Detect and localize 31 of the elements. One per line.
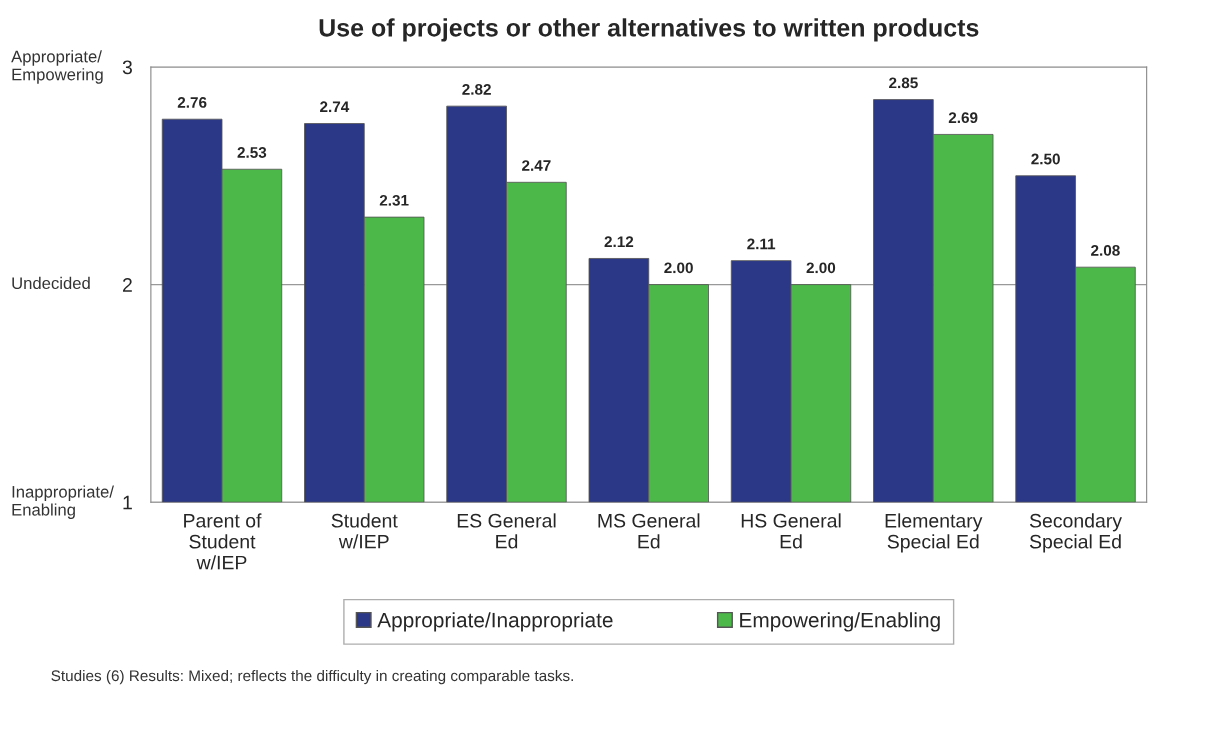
text: Undecided: [12, 276, 90, 290]
data-label: 2.00: [806, 262, 836, 274]
data-label: 2.12: [604, 236, 634, 247]
x-tick-label: MS General Ed: [598, 513, 700, 549]
data-label: 2.69: [948, 112, 978, 124]
text: Inappropriate/ Enabling: [12, 485, 114, 519]
chart-title: Use of projects or other alternatives to written products: [319, 18, 979, 42]
x-tick-label: Student w/IEP: [331, 513, 398, 549]
data-label: 2.08: [1091, 245, 1120, 256]
data-label: 2.76: [177, 97, 207, 108]
legend-label: Appropriate/Inappropriate: [377, 612, 613, 632]
x-tick-label: Elementary Special Ed: [885, 513, 983, 553]
data-label: 2.50: [1031, 153, 1060, 165]
x-tick-label: Secondary Special Ed: [1029, 513, 1122, 553]
legend-label: Empowering/Enabling: [740, 612, 940, 632]
data-label: 2.53: [237, 147, 267, 158]
text: Studies (6) Results: Mixed; reflects the difficulty in creating comparable tasks.: [51, 669, 573, 685]
x-tick-label: Parent of Student w/IEP: [184, 513, 262, 570]
x-tick-label: ES General Ed: [457, 513, 556, 549]
text: Appropriate/ Empowering: [11, 50, 103, 84]
data-label: 2.31: [379, 194, 409, 206]
data-label: 2.00: [664, 262, 693, 274]
data-label: 2.74: [320, 101, 350, 113]
data-label: 2.47: [522, 160, 551, 171]
y-tick-label: 3: [122, 60, 132, 75]
data-label: 2.85: [889, 77, 918, 89]
y-tick-label: 1: [123, 495, 132, 510]
x-tick-label: HS General Ed: [741, 513, 841, 549]
data-label: 2.11: [747, 238, 776, 250]
y-tick-label: 2: [122, 278, 132, 292]
data-label: 2.82: [462, 83, 491, 95]
